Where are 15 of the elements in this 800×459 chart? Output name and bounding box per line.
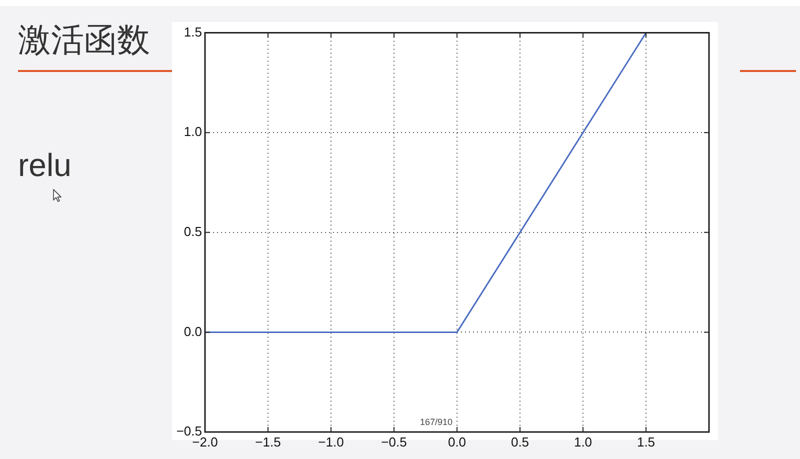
x-tick-label: 0.0 xyxy=(448,434,466,450)
chart-title: 激活函数 xyxy=(18,20,150,60)
x-tick-label: 0.5 xyxy=(510,434,530,450)
y-tick-label: 0.5 xyxy=(184,224,202,239)
y-tick-label: −0.5 xyxy=(176,424,202,439)
annotation: 167/910 xyxy=(420,417,453,428)
x-tick-label: −1.0 xyxy=(318,434,344,450)
x-tick-label: −1.5 xyxy=(255,434,281,450)
y-tick-label: 1.0 xyxy=(184,124,202,140)
x-tick-label: 1.5 xyxy=(636,434,656,450)
y-tick-label: 0.0 xyxy=(184,324,202,339)
x-tick-label: −0.5 xyxy=(381,434,407,450)
y-tick-label: 1.5 xyxy=(184,24,202,40)
text: relu xyxy=(18,146,72,185)
x-tick-label: 1.0 xyxy=(574,434,592,450)
